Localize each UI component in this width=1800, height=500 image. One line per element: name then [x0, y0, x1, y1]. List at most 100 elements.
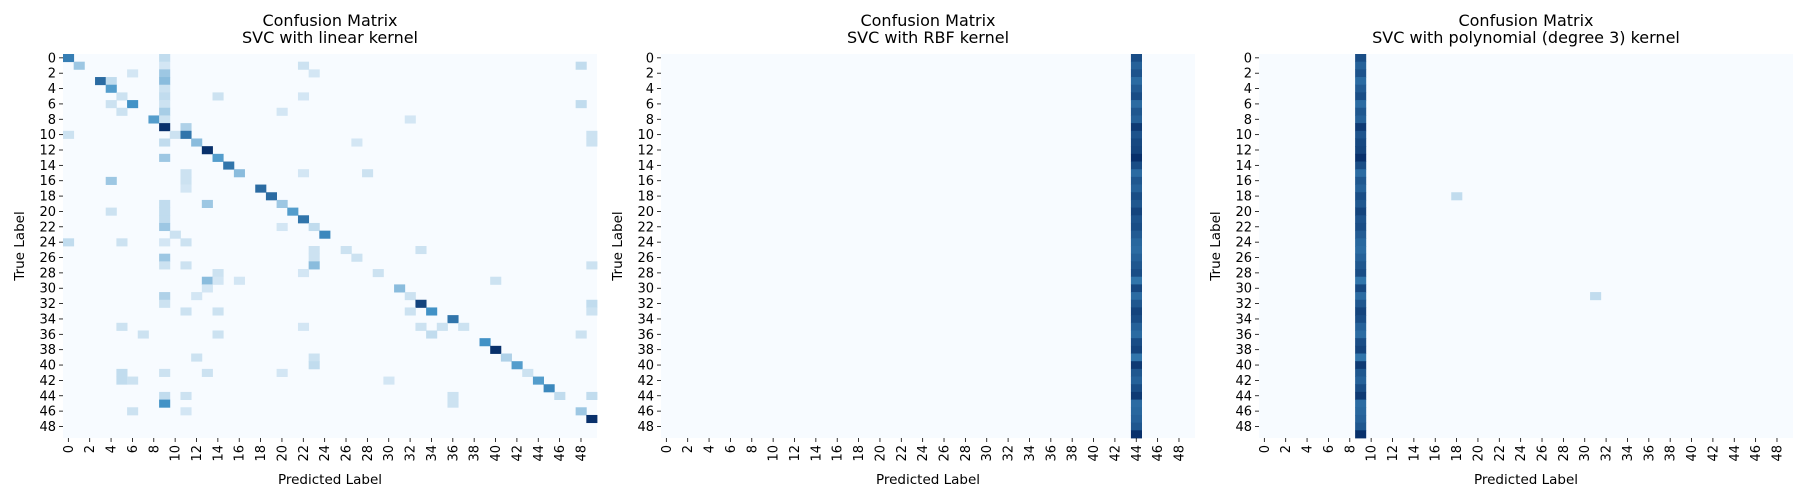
heatmap-cell	[490, 276, 502, 285]
x-tick-label: 8	[1343, 445, 1358, 453]
heatmap-background	[1259, 54, 1793, 438]
heatmap-cell	[201, 146, 213, 155]
x-tick-label: 32	[404, 445, 419, 462]
heatmap-cell	[1130, 391, 1142, 400]
heatmap-cell	[159, 391, 171, 400]
heatmap-cell	[116, 376, 128, 385]
heatmap-cell	[1130, 238, 1142, 247]
heatmap-cell	[201, 276, 213, 285]
y-tick-label: 12	[39, 144, 56, 159]
x-tick-label: 6	[126, 445, 141, 453]
heatmap-cell	[1451, 192, 1463, 201]
heatmap-cell	[1130, 176, 1142, 185]
heatmap-cell	[1130, 215, 1142, 224]
x-tick-label: 44	[1130, 445, 1145, 462]
heatmap-cell	[212, 92, 224, 101]
x-tick-label: 32	[1600, 445, 1615, 462]
heatmap-cell	[1355, 115, 1367, 124]
y-tick-label: 20	[637, 205, 654, 220]
heatmap-cell	[1130, 422, 1142, 431]
heatmap-cell	[159, 138, 171, 147]
heatmap-cell	[105, 100, 117, 109]
heatmap-cell	[1355, 184, 1367, 193]
heatmap-cell	[1355, 269, 1367, 278]
heatmap-cell	[276, 368, 288, 377]
y-tick-label: 8	[1244, 113, 1252, 128]
heatmap-cell	[1355, 54, 1367, 63]
heatmap-cell	[1355, 153, 1367, 162]
heatmap-cell	[351, 253, 363, 262]
y-tick-label: 44	[39, 389, 56, 404]
heatmap-cell	[180, 238, 192, 247]
heatmap-cell	[1130, 199, 1142, 208]
x-tick-label: 0	[660, 445, 675, 453]
heatmap-cell	[1355, 199, 1367, 208]
heatmap-cell	[404, 115, 416, 124]
heatmap-cell	[1355, 361, 1367, 370]
heatmap-cell	[233, 276, 245, 285]
heatmap-cell	[255, 184, 267, 193]
x-tick-label: 24	[318, 445, 333, 462]
x-tick-label: 10	[169, 445, 184, 462]
heatmap-cell	[105, 176, 117, 185]
x-tick-label: 14	[809, 445, 824, 462]
y-tick-label: 8	[646, 113, 654, 128]
x-tick-label: 12	[788, 445, 803, 462]
heatmap-cell	[73, 61, 85, 70]
y-tick-label: 12	[637, 144, 654, 159]
heatmap-cell	[180, 307, 192, 316]
x-tick-label: 20	[275, 445, 290, 462]
x-tick-label: 18	[852, 445, 867, 462]
heatmap-cell	[1355, 353, 1367, 362]
y-tick-label: 16	[39, 174, 56, 189]
x-tick-label: 34	[1621, 445, 1636, 462]
heatmap-cell	[116, 368, 128, 377]
heatmap-cell	[148, 115, 160, 124]
heatmap-cell	[159, 92, 171, 101]
heatmap-cell	[169, 130, 181, 139]
heatmap-cell	[1355, 176, 1367, 185]
heatmap-cell	[297, 92, 310, 101]
heatmap-cell	[137, 330, 149, 339]
heatmap-cell	[297, 215, 310, 224]
heatmap-cell	[575, 330, 587, 339]
y-tick-label: 26	[637, 251, 654, 266]
x-tick-label: 22	[895, 445, 910, 462]
x-tick-label: 44	[532, 445, 547, 462]
y-tick-label: 38	[637, 343, 654, 358]
heatmap-cell	[201, 199, 213, 208]
heatmap-cell	[127, 407, 139, 416]
heatmap-cell	[159, 399, 171, 408]
y-tick-label: 18	[1235, 190, 1252, 205]
x-tick-label: 42	[1108, 445, 1123, 462]
heatmap-cell	[1355, 61, 1367, 70]
heatmap-cell	[159, 238, 171, 247]
heatmap-cell	[1355, 246, 1367, 255]
y-tick-label: 46	[39, 405, 56, 420]
chart-title-line: Confusion Matrix	[262, 11, 397, 30]
heatmap-cell	[212, 330, 224, 339]
heatmap-cell	[159, 207, 171, 216]
y-axis-label: True Label	[12, 211, 28, 281]
heatmap-cell	[1130, 184, 1142, 193]
y-tick-label: 42	[637, 374, 654, 389]
heatmap-cell	[1590, 292, 1602, 301]
heatmap-cell	[447, 399, 459, 408]
x-tick-label: 10	[767, 445, 782, 462]
x-tick-label: 8	[745, 445, 760, 453]
y-tick-label: 20	[39, 205, 56, 220]
heatmap-cell	[1130, 69, 1142, 78]
heatmap-cell	[201, 368, 213, 377]
x-tick-label: 42	[510, 445, 525, 462]
heatmap-cell	[1130, 161, 1142, 170]
heatmap-cell	[586, 391, 598, 400]
y-tick-label: 48	[637, 420, 654, 435]
x-tick-label: 40	[489, 445, 504, 462]
heatmap-cell	[223, 161, 235, 170]
x-tick-label: 2	[681, 445, 696, 453]
x-tick-label: 38	[468, 445, 483, 462]
x-tick-label: 22	[1493, 445, 1508, 462]
heatmap-cell	[308, 69, 320, 78]
heatmap-cell	[586, 138, 598, 147]
heatmap-cell	[404, 292, 416, 301]
